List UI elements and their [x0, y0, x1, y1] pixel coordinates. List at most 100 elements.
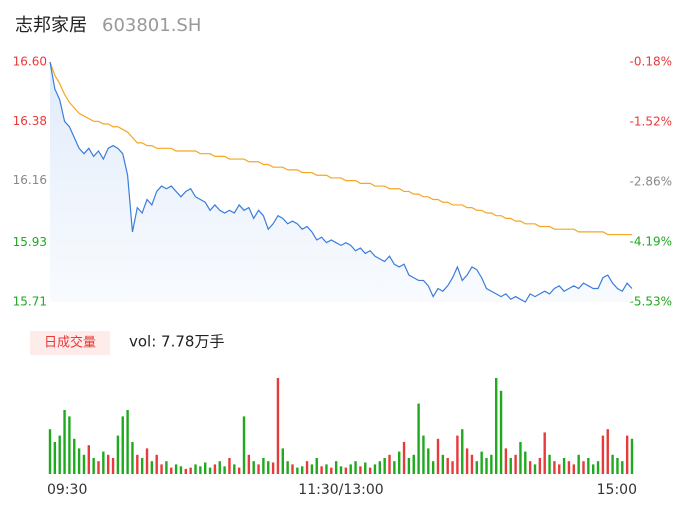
- volume-bar: [407, 458, 411, 474]
- volume-bar: [189, 467, 192, 474]
- volume-bar: [184, 468, 187, 474]
- y-tick-label: 16.60: [13, 55, 47, 69]
- average-line: [49, 61, 632, 236]
- volume-bar: [548, 454, 551, 474]
- volume-bar: [393, 461, 396, 474]
- volume-bar: [601, 435, 605, 474]
- volume-bar: [543, 432, 546, 474]
- volume-bar: [533, 464, 537, 474]
- volume-bar: [223, 466, 226, 474]
- volume-bar: [616, 458, 619, 474]
- volume-bar: [296, 467, 299, 474]
- volume-bar: [422, 435, 425, 474]
- volume-bar: [53, 442, 57, 474]
- volume-bar: [267, 461, 270, 474]
- volume-bar: [199, 466, 202, 474]
- volume-bar: [592, 464, 595, 474]
- volume-bar: [271, 462, 275, 474]
- volume-bar: [577, 454, 580, 474]
- y2-tick-label: -0.18%: [630, 55, 672, 69]
- volume-bar: [194, 464, 197, 474]
- volume-bar: [262, 458, 265, 474]
- y2-tick-label: -1.52%: [630, 115, 672, 129]
- volume-bar: [174, 464, 178, 474]
- volume-bar: [77, 448, 81, 474]
- volume-bar: [427, 448, 430, 474]
- y-tick-label: 16.16: [13, 173, 47, 187]
- volume-bar: [572, 464, 575, 474]
- volume-bar: [388, 454, 391, 474]
- x-tick-label: 11:30/13:00: [298, 482, 383, 498]
- volume-bar: [344, 467, 348, 474]
- volume-bar: [87, 445, 90, 474]
- volume-bar: [349, 464, 352, 474]
- volume-bar: [524, 451, 527, 474]
- volume-bar: [155, 454, 158, 474]
- volume-bar: [107, 454, 110, 474]
- volume-bar: [102, 451, 105, 474]
- x-tick-label: 15:00: [597, 482, 637, 498]
- volume-bar: [582, 461, 585, 474]
- volume-bar: [368, 467, 372, 474]
- volume-bar: [63, 410, 66, 474]
- volume-bar: [204, 462, 207, 474]
- volume-tag: [30, 331, 110, 355]
- volume-bar: [630, 438, 634, 474]
- volume-bar: [126, 410, 129, 474]
- volume-bar: [441, 454, 445, 474]
- y-tick-label: 15.93: [13, 235, 47, 249]
- volume-bar: [451, 461, 454, 474]
- volume-bar: [562, 458, 566, 474]
- volume-bar: [58, 435, 61, 474]
- volume-bar: [228, 458, 231, 474]
- volume-bar: [252, 461, 255, 474]
- volume-bar: [160, 464, 163, 474]
- volume-bar: [485, 458, 488, 474]
- y2-tick-label: -4.19%: [630, 234, 672, 248]
- volume-bar: [170, 467, 173, 474]
- volume-bar: [310, 464, 314, 474]
- volume-bar: [150, 461, 154, 474]
- volume-bar: [111, 458, 115, 474]
- volume-bar: [213, 464, 217, 474]
- volume-bar: [470, 454, 474, 474]
- volume-bar: [378, 461, 381, 474]
- volume-bar: [461, 429, 464, 474]
- volume-bar: [242, 416, 246, 474]
- volume-bar: [558, 464, 561, 474]
- volume-bar: [364, 462, 367, 474]
- volume-bar: [431, 461, 435, 474]
- y2-tick-label: -2.86%: [630, 175, 672, 189]
- volume-bar: [495, 378, 498, 474]
- volume-bar: [286, 461, 289, 474]
- volume-bar: [567, 461, 571, 474]
- volume-bar: [504, 448, 508, 474]
- volume-bar: [446, 458, 449, 474]
- volume-bar: [519, 442, 522, 474]
- volume-bar: [305, 461, 309, 474]
- volume-bar: [237, 467, 241, 474]
- price-line: [49, 61, 633, 303]
- volume-bar: [140, 458, 144, 474]
- volume-bar: [417, 403, 420, 474]
- volume-bar: [48, 429, 52, 474]
- volume-bar: [339, 466, 343, 474]
- volume-bar: [247, 454, 251, 474]
- volume-bar: [514, 454, 517, 474]
- volume-bar: [412, 454, 415, 474]
- volume-bar: [528, 461, 532, 474]
- volume-bar: [398, 451, 401, 474]
- volume-bar: [402, 442, 406, 474]
- y-tick-label: 16.38: [13, 114, 47, 128]
- volume-bar: [359, 466, 362, 474]
- volume-bar: [92, 458, 95, 474]
- volume-bar: [553, 461, 556, 474]
- volume-bar: [121, 416, 124, 474]
- volume-bar: [475, 461, 478, 474]
- volume-bar: [257, 464, 260, 474]
- volume-bar: [621, 461, 624, 474]
- volume-bar: [276, 378, 280, 474]
- volume-bar: [330, 467, 333, 474]
- volume-bar: [116, 435, 120, 474]
